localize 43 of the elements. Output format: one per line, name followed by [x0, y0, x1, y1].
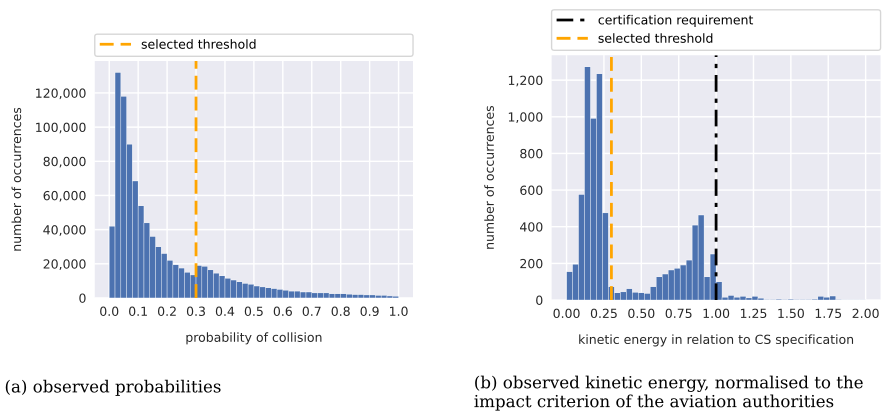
ref-line-label: selected threshold — [142, 39, 256, 49]
legend-label: selected threshold — [598, 33, 712, 43]
x-tick-label: 1.25 — [740, 308, 766, 318]
y-tick-label: 0 — [79, 293, 86, 303]
y-axis-title: number of occurrences — [12, 108, 22, 251]
x-tick-label: 0.2 — [158, 306, 176, 316]
y-tick-label: 80,000 — [44, 156, 86, 168]
x-tick-label: 1.75 — [816, 308, 842, 318]
text: (a) observed probabilities — [6, 380, 221, 396]
legend-label: certification requirement — [598, 14, 754, 27]
x-axis-title: kinetic energy in relation to CS specification — [579, 334, 854, 346]
text: (b) observed kinetic energy, normalised to the impact criterion of the aviation authorities — [474, 376, 863, 411]
x-tick-label: 0.50 — [628, 308, 654, 318]
x-tick-label: 0.9 — [360, 306, 379, 316]
y-tick-label: 600 — [520, 186, 542, 196]
x-tick-label: 0.7 — [302, 306, 321, 316]
x-tick-label: 0.0 — [100, 306, 118, 316]
x-tick-label: 0.25 — [590, 308, 617, 318]
y-tick-label: 0 — [536, 296, 542, 305]
y-tick-label: 20,000 — [44, 259, 86, 270]
x-tick-label: 1.50 — [778, 308, 804, 318]
y-tick-label: 1,000 — [508, 112, 542, 123]
y-tick-label: 200 — [520, 258, 542, 268]
y-tick-label: 120,000 — [36, 88, 86, 100]
x-tick-label: 1.0 — [390, 306, 408, 316]
x-tick-label: 2.00 — [852, 308, 879, 318]
y-tick-label: 100,000 — [36, 122, 86, 134]
x-axis-title: probability of collision — [186, 332, 322, 344]
x-tick-label: 0.4 — [216, 306, 234, 316]
y-tick-label: 1,200 — [508, 76, 542, 86]
y-tick-label: 800 — [520, 148, 542, 158]
x-tick-label: 0.3 — [186, 306, 205, 316]
y-tick-label: 400 — [520, 222, 542, 232]
x-tick-label: 0.1 — [129, 306, 147, 316]
x-tick-label: 0.75 — [666, 308, 692, 318]
y-axis-title: number of occurrences — [484, 106, 494, 249]
y-tick-label: 60,000 — [44, 190, 86, 202]
x-tick-label: 0.00 — [553, 308, 580, 318]
x-tick-label: 0.5 — [244, 306, 263, 316]
x-tick-label: 0.8 — [332, 306, 350, 316]
y-tick-label: 40,000 — [43, 225, 86, 236]
x-tick-label: 0.6 — [274, 306, 292, 316]
x-tick-label: 1.00 — [704, 308, 730, 318]
